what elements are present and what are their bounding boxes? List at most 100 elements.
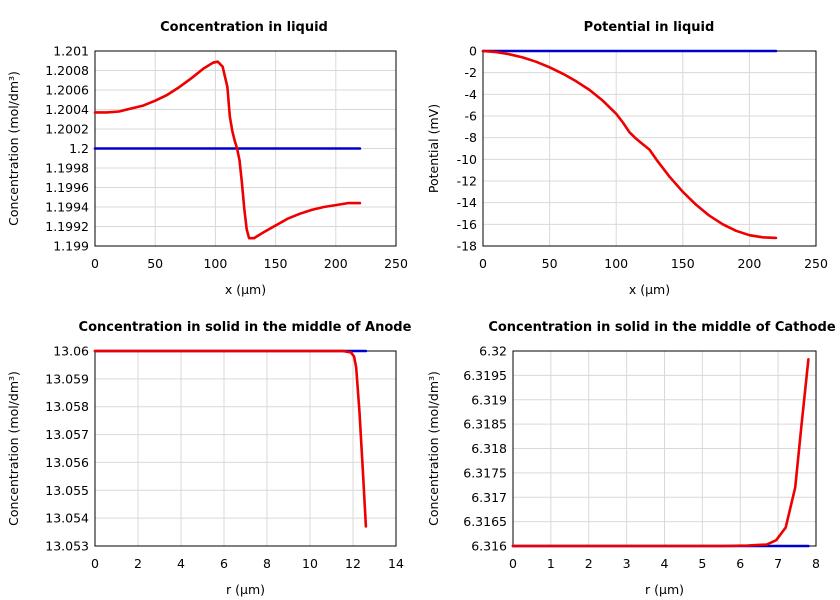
- data-point: [202, 67, 205, 70]
- x-tick-label: 50: [147, 256, 163, 271]
- data-point: [359, 202, 361, 204]
- x-tick-label: 8: [812, 556, 820, 571]
- y-tick-label: -4: [465, 87, 478, 102]
- data-point: [248, 237, 250, 239]
- data-point: [735, 230, 737, 232]
- y-tick-label: -6: [465, 109, 478, 124]
- data-point: [118, 110, 120, 113]
- x-axis-label: r (µm): [226, 582, 265, 597]
- series-line-2: [481, 49, 778, 240]
- data-point: [233, 139, 236, 142]
- y-tick-label: 13.058: [45, 399, 89, 414]
- data-point: [775, 50, 777, 52]
- data-point: [361, 467, 364, 469]
- y-tick-label: 13.059: [45, 371, 89, 386]
- data-point: [231, 130, 234, 132]
- data-point: [522, 56, 524, 59]
- chart-title: Concentration in solid in the middle of …: [79, 320, 412, 335]
- data-point: [236, 147, 238, 150]
- data-point: [535, 61, 538, 63]
- data-point: [166, 94, 169, 96]
- data-point: [347, 202, 349, 204]
- data-point: [243, 208, 246, 210]
- x-tick-label: 7: [774, 556, 782, 571]
- series-line-2: [93, 349, 368, 528]
- x-tick-label: 1: [547, 556, 555, 571]
- data-point: [94, 350, 96, 352]
- y-axis-label: Concentration (mol/dm³): [6, 371, 21, 526]
- x-tick-label: 3: [623, 556, 631, 571]
- data-point: [648, 148, 651, 151]
- data-point: [548, 66, 551, 69]
- series-line-2: [511, 357, 810, 548]
- data-point: [765, 543, 768, 546]
- x-tick-label: 0: [509, 556, 517, 571]
- data-point: [635, 137, 637, 140]
- data-point: [238, 159, 241, 161]
- data-point: [226, 86, 229, 88]
- data-point: [335, 204, 337, 206]
- data-point: [695, 204, 697, 206]
- data-point: [322, 206, 325, 208]
- y-tick-label: 13.054: [45, 511, 89, 526]
- data-point: [190, 77, 193, 80]
- data-point: [784, 526, 787, 529]
- y-tick-label: -18: [457, 239, 477, 254]
- data-point: [761, 236, 764, 239]
- data-point: [508, 53, 511, 56]
- y-tick-label: 6.32: [479, 344, 507, 359]
- y-tick-label: 1.1996: [45, 180, 89, 195]
- y-tick-label: 6.318: [471, 441, 507, 456]
- data-point: [262, 231, 265, 234]
- data-point: [794, 486, 796, 489]
- data-point: [708, 214, 711, 217]
- data-point: [245, 228, 248, 231]
- x-tick-label: 12: [345, 556, 361, 571]
- y-tick-label: 6.3175: [463, 465, 507, 480]
- data-point: [341, 350, 344, 352]
- x-tick-label: 200: [737, 256, 761, 271]
- x-tick-label: 6: [736, 556, 744, 571]
- y-tick-label: -8: [465, 130, 478, 145]
- data-point: [655, 158, 657, 161]
- y-tick-label: -2: [465, 65, 477, 80]
- data-point: [221, 65, 224, 68]
- x-tick-label: 250: [804, 256, 828, 271]
- plot-frame: [94, 350, 397, 547]
- x-tick-label: 0: [91, 556, 99, 571]
- data-point: [358, 411, 361, 414]
- data-point: [721, 223, 724, 226]
- y-tick-label: 6.317: [471, 490, 507, 505]
- data-point: [253, 237, 255, 239]
- y-tick-label: 13.06: [53, 344, 89, 359]
- data-point: [562, 72, 564, 75]
- chart-panel-3: Concentration in solid in the middle of …: [6, 320, 412, 597]
- x-tick-label: 10: [302, 556, 318, 571]
- x-tick-label: 100: [604, 256, 628, 271]
- data-point: [106, 111, 108, 114]
- data-point: [615, 113, 617, 115]
- y-tick-label: -16: [457, 217, 477, 232]
- data-point: [747, 544, 749, 547]
- x-tick-label: 4: [661, 556, 669, 571]
- data-point: [668, 175, 671, 178]
- data-point: [353, 355, 355, 358]
- y-tick-label: 6.3195: [463, 368, 507, 383]
- data-point: [512, 545, 514, 547]
- data-point: [622, 121, 624, 124]
- y-tick-label: 1.2002: [45, 122, 89, 137]
- data-point: [350, 351, 352, 354]
- y-tick-label: -10: [457, 152, 477, 167]
- data-point: [800, 423, 803, 425]
- y-axis-label: Concentration (mol/dm³): [426, 371, 441, 526]
- x-tick-label: 2: [585, 556, 593, 571]
- data-point: [274, 224, 277, 227]
- data-point: [628, 131, 631, 134]
- data-point: [310, 209, 313, 211]
- x-tick-label: 4: [177, 556, 185, 571]
- data-point: [807, 545, 810, 547]
- x-tick-label: 14: [388, 556, 404, 571]
- data-point: [495, 51, 498, 53]
- data-point: [359, 147, 361, 150]
